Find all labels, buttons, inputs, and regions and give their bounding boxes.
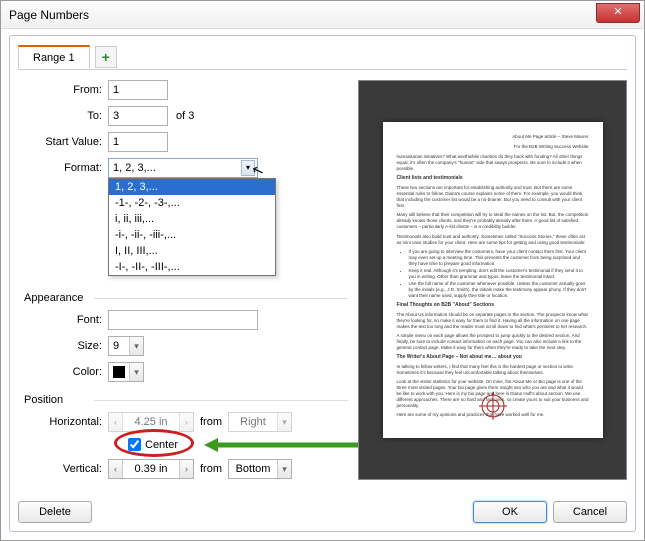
dialog-content: Range 1 + From: To: of 3 Start Value: bbox=[9, 35, 636, 532]
format-option[interactable]: 1, 2, 3,... bbox=[109, 179, 275, 195]
crosshair-icon bbox=[479, 392, 507, 420]
to-group: To: of 3 bbox=[18, 106, 348, 126]
preview-para: Testimonials also build trust and author… bbox=[397, 234, 589, 246]
preview-para: Many still believe that their competitio… bbox=[397, 212, 589, 230]
preview-li: Keep it real. Although it's tempting, do… bbox=[409, 268, 589, 280]
start-value-input[interactable] bbox=[108, 132, 168, 152]
cancel-button[interactable]: Cancel bbox=[553, 501, 627, 523]
from-label: From: bbox=[18, 84, 108, 96]
preview-title-r1: About Me Page article – Steve Maurer bbox=[397, 134, 589, 140]
vert-incr[interactable]: › bbox=[179, 460, 193, 478]
format-dropdown: 1, 2, 3,... -1-, -2-, -3-,... i, ii, iii… bbox=[108, 178, 276, 276]
title-bar: Page Numbers ✕ bbox=[1, 1, 644, 29]
font-group: Font: bbox=[18, 310, 348, 330]
dialog-footer: Delete OK Cancel bbox=[18, 501, 627, 523]
horiz-side-select[interactable]: Right ▾ bbox=[228, 412, 292, 432]
horiz-group: Horizontal: ‹ 4.25 in › from Right ▾ bbox=[18, 412, 348, 432]
vert-side-dd[interactable]: ▾ bbox=[277, 460, 291, 478]
tab-label: Range 1 bbox=[33, 52, 75, 64]
size-dropdown-button[interactable]: ▾ bbox=[129, 337, 143, 355]
close-button[interactable]: ✕ bbox=[596, 3, 640, 23]
format-group: Format: 1, 2, 3,... ▾ ↖ 1, 2, 3,... -1-,… bbox=[18, 158, 348, 178]
size-group: Size: 9 ▾ bbox=[18, 336, 348, 356]
dialog-window: Page Numbers ✕ Range 1 + From: To: of 3 … bbox=[0, 0, 645, 541]
chevron-down-icon: ▾ bbox=[241, 160, 255, 176]
color-label: Color: bbox=[18, 366, 108, 378]
format-select[interactable]: 1, 2, 3,... ▾ bbox=[108, 158, 258, 178]
size-spinner[interactable]: 9 ▾ bbox=[108, 336, 144, 356]
from-text: from bbox=[200, 416, 222, 428]
horiz-side: Right bbox=[229, 413, 277, 431]
format-option[interactable]: -i-, -ii-, -iii-,... bbox=[109, 227, 275, 243]
horiz-decr[interactable]: ‹ bbox=[109, 413, 123, 431]
from-input[interactable] bbox=[108, 80, 168, 100]
main-layout: From: To: of 3 Start Value: Format: bbox=[18, 80, 627, 485]
position-heading: Position bbox=[24, 394, 348, 406]
horiz-value: 4.25 in bbox=[123, 413, 179, 431]
vert-decr[interactable]: ‹ bbox=[109, 460, 123, 478]
to-label: To: bbox=[18, 110, 108, 122]
horiz-side-dd[interactable]: ▾ bbox=[277, 413, 291, 431]
from-text: from bbox=[200, 463, 222, 475]
vert-value: 0.39 in bbox=[123, 460, 179, 478]
tab-strip: Range 1 + bbox=[18, 44, 627, 70]
size-value: 9 bbox=[109, 337, 129, 355]
horiz-incr[interactable]: › bbox=[179, 413, 193, 431]
of-total: of 3 bbox=[176, 110, 194, 122]
preview-para: A simple menu on each page allows the pr… bbox=[397, 333, 589, 351]
preview-heading: The Writer's About Page – Not about me… … bbox=[397, 354, 522, 360]
delete-button[interactable]: Delete bbox=[18, 501, 92, 523]
vert-label: Vertical: bbox=[18, 463, 108, 475]
settings-column: From: To: of 3 Start Value: Format: bbox=[18, 80, 348, 485]
color-group: Color: ▾ bbox=[18, 362, 348, 382]
preview-pane: About Me Page article – Steve Maurer For… bbox=[358, 80, 627, 480]
to-input[interactable] bbox=[108, 106, 168, 126]
preview-para: In talking to fellow writers, I find tha… bbox=[397, 364, 589, 376]
format-wrap: 1, 2, 3,... ▾ ↖ 1, 2, 3,... -1-, -2-, -3… bbox=[108, 158, 258, 178]
vert-side: Bottom bbox=[229, 460, 277, 478]
add-tab-button[interactable]: + bbox=[95, 46, 117, 68]
format-label: Format: bbox=[18, 162, 108, 174]
format-option[interactable]: I, II, III,... bbox=[109, 243, 275, 259]
start-label: Start Value: bbox=[18, 136, 108, 148]
appearance-heading: Appearance bbox=[24, 292, 348, 304]
format-option[interactable]: -I-, -II-, -III-,... bbox=[109, 259, 275, 275]
preview-page: About Me Page article – Steve Maurer For… bbox=[383, 122, 603, 438]
vert-spinner[interactable]: ‹ 0.39 in › bbox=[108, 459, 194, 479]
center-checkbox[interactable] bbox=[128, 438, 141, 451]
size-label: Size: bbox=[18, 340, 108, 352]
preview-para: humanitarian initiatives? What worthwhil… bbox=[397, 154, 589, 172]
preview-para: These two sections are important for est… bbox=[397, 185, 589, 209]
color-dropdown-button[interactable]: ▾ bbox=[129, 363, 143, 381]
preview-para: The About Us information should be on se… bbox=[397, 312, 589, 330]
center-group: Center bbox=[18, 438, 348, 451]
font-input[interactable] bbox=[108, 310, 258, 330]
start-group: Start Value: bbox=[18, 132, 348, 152]
vert-side-select[interactable]: Bottom ▾ bbox=[228, 459, 292, 479]
preview-title-r2: For the B2B Writing Success Website bbox=[397, 144, 589, 150]
color-swatch bbox=[113, 366, 125, 378]
preview-heading: Final Thoughts on B2B "About" Sections bbox=[397, 302, 495, 308]
vert-group: Vertical: ‹ 0.39 in › from Bottom ▾ bbox=[18, 459, 348, 479]
horiz-label: Horizontal: bbox=[18, 416, 108, 428]
horiz-spinner[interactable]: ‹ 4.25 in › bbox=[108, 412, 194, 432]
tab-range1[interactable]: Range 1 bbox=[18, 45, 90, 68]
color-picker[interactable]: ▾ bbox=[108, 362, 144, 382]
from-group: From: bbox=[18, 80, 348, 100]
window-title: Page Numbers bbox=[9, 8, 89, 22]
preview-li: If you are going to interview the custom… bbox=[409, 249, 589, 267]
format-option[interactable]: i, ii, iii,... bbox=[109, 211, 275, 227]
font-label: Font: bbox=[18, 314, 108, 326]
center-label: Center bbox=[145, 439, 178, 451]
format-option[interactable]: -1-, -2-, -3-,... bbox=[109, 195, 275, 211]
ok-button[interactable]: OK bbox=[473, 501, 547, 523]
format-value: 1, 2, 3,... bbox=[113, 162, 156, 174]
preview-li: Use the full name of the customer whenev… bbox=[409, 281, 589, 299]
preview-heading: Client lists and testimonials bbox=[397, 175, 463, 181]
